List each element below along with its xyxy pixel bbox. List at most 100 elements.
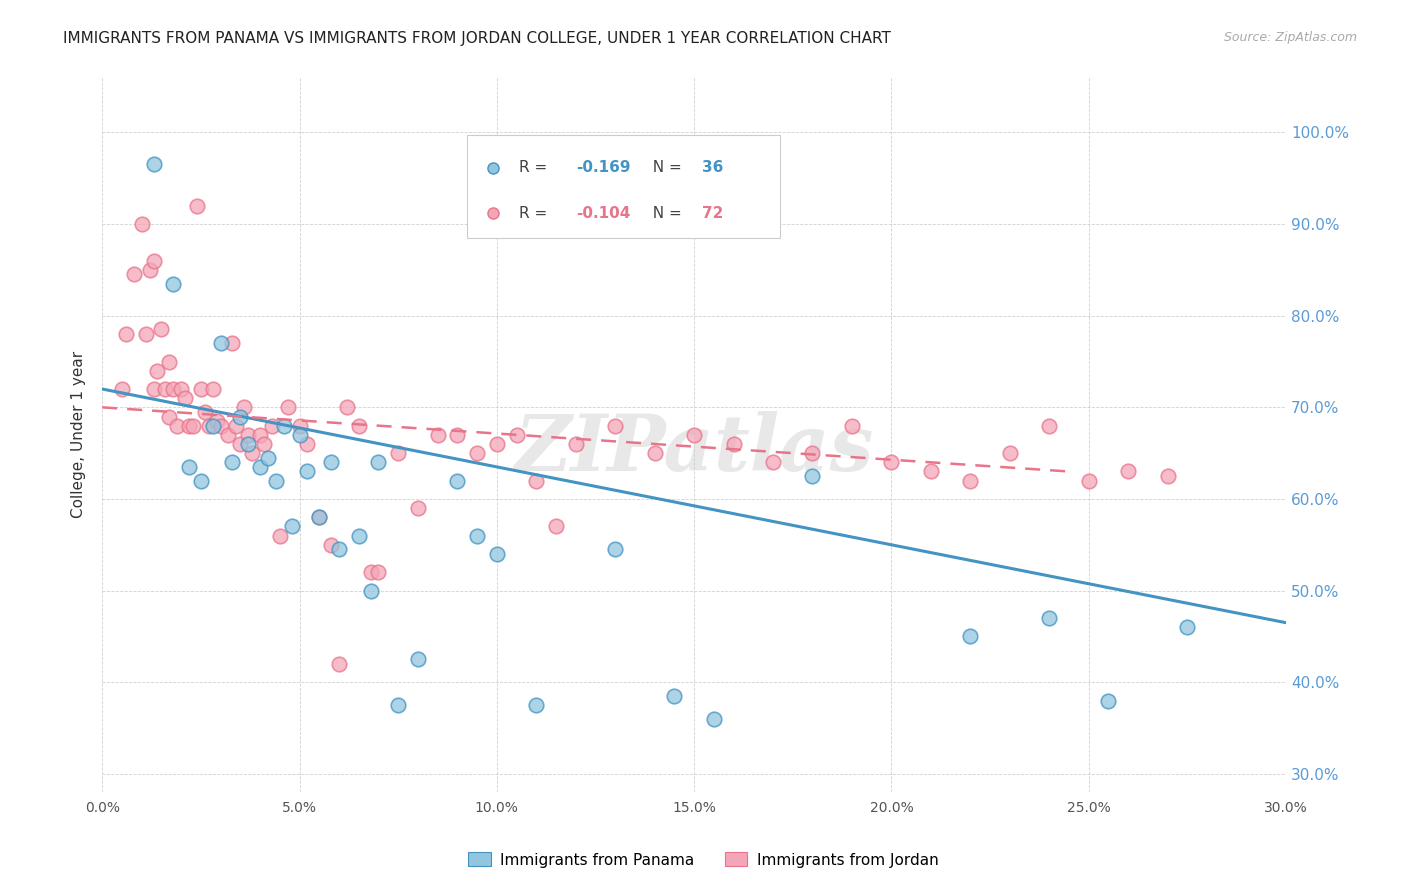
Text: -0.169: -0.169	[575, 161, 630, 176]
Point	[387, 446, 409, 460]
Text: ZIPatlas: ZIPatlas	[515, 411, 873, 487]
Point	[115, 326, 138, 341]
Point	[485, 547, 508, 561]
Point	[249, 459, 271, 474]
Point	[336, 401, 359, 415]
Point	[280, 519, 302, 533]
Y-axis label: College, Under 1 year: College, Under 1 year	[72, 351, 86, 518]
Point	[157, 409, 180, 424]
Text: IMMIGRANTS FROM PANAMA VS IMMIGRANTS FROM JORDAN COLLEGE, UNDER 1 YEAR CORRELATI: IMMIGRANTS FROM PANAMA VS IMMIGRANTS FRO…	[63, 31, 891, 46]
Point	[297, 437, 319, 451]
Point	[150, 322, 173, 336]
Text: R =: R =	[519, 206, 553, 221]
Point	[229, 409, 252, 424]
Point	[162, 382, 184, 396]
Point	[288, 418, 311, 433]
Point	[142, 157, 165, 171]
Point	[177, 459, 200, 474]
Text: -0.104: -0.104	[575, 206, 630, 221]
Point	[229, 437, 252, 451]
Point	[465, 528, 488, 542]
Point	[1077, 474, 1099, 488]
Point	[308, 510, 330, 524]
Point	[209, 336, 232, 351]
Point	[319, 455, 342, 469]
Point	[170, 382, 193, 396]
Point	[367, 566, 389, 580]
Point	[218, 427, 240, 442]
Point	[564, 437, 586, 451]
Point	[155, 382, 177, 396]
Point	[197, 418, 219, 433]
Point	[605, 418, 627, 433]
Point	[269, 528, 291, 542]
Point	[142, 382, 165, 396]
Point	[240, 446, 263, 460]
Point	[209, 418, 232, 433]
Point	[194, 405, 217, 419]
Point	[273, 418, 295, 433]
FancyBboxPatch shape	[467, 135, 780, 238]
Point	[723, 437, 745, 451]
Text: N =: N =	[643, 206, 686, 221]
Point	[249, 427, 271, 442]
Point	[264, 474, 287, 488]
Point	[801, 469, 824, 483]
Point	[131, 217, 153, 231]
Point	[998, 446, 1021, 460]
Point	[225, 418, 247, 433]
Point	[880, 455, 903, 469]
Point	[1156, 469, 1178, 483]
Point	[446, 427, 468, 442]
Point	[703, 712, 725, 726]
Point	[1038, 611, 1060, 625]
Point	[485, 437, 508, 451]
Point	[544, 519, 567, 533]
Text: 36: 36	[703, 161, 724, 176]
Point	[297, 465, 319, 479]
Point	[238, 437, 260, 451]
Point	[920, 465, 942, 479]
Point	[1175, 620, 1198, 634]
Point	[387, 698, 409, 713]
Point	[406, 652, 429, 666]
Point	[360, 566, 382, 580]
Point	[1097, 693, 1119, 707]
Point	[683, 427, 706, 442]
Point	[959, 629, 981, 643]
Point	[253, 437, 276, 451]
Text: 72: 72	[703, 206, 724, 221]
Point	[146, 364, 169, 378]
Point	[465, 446, 488, 460]
Point	[190, 474, 212, 488]
Point	[174, 391, 197, 405]
Point	[319, 538, 342, 552]
Point	[367, 455, 389, 469]
Point	[644, 446, 666, 460]
Point	[201, 382, 224, 396]
Text: Source: ZipAtlas.com: Source: ZipAtlas.com	[1223, 31, 1357, 45]
Point	[238, 427, 260, 442]
Point	[157, 354, 180, 368]
Point	[205, 414, 228, 428]
Point	[328, 542, 350, 557]
Legend: Immigrants from Panama, Immigrants from Jordan: Immigrants from Panama, Immigrants from …	[461, 847, 945, 873]
Point	[257, 450, 280, 465]
Point	[328, 657, 350, 671]
Point	[801, 446, 824, 460]
Point	[221, 336, 243, 351]
Point	[177, 418, 200, 433]
Point	[347, 418, 370, 433]
Point	[505, 427, 527, 442]
Point	[347, 528, 370, 542]
Point	[308, 510, 330, 524]
Point	[142, 253, 165, 268]
Point	[186, 199, 208, 213]
Point	[201, 418, 224, 433]
Point	[233, 401, 256, 415]
Point	[841, 418, 863, 433]
Point	[762, 455, 785, 469]
Point	[605, 542, 627, 557]
Point	[221, 455, 243, 469]
Point	[360, 583, 382, 598]
